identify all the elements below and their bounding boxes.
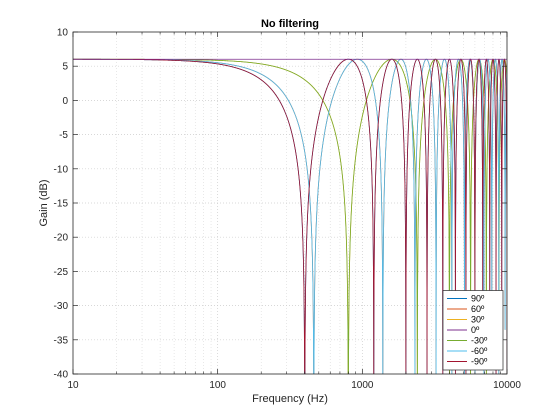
legend-entry: -90º — [471, 357, 488, 367]
chart-title: No filtering — [261, 18, 319, 30]
y-tick-label: 10 — [57, 28, 69, 39]
plot-area: 10 100 1000 10000 10 5 0 -5 -10 -15 -20 -25 -30 -35 -4… — [54, 28, 522, 392]
y-tick-label: -20 — [54, 233, 69, 244]
y-tick-label: -40 — [54, 370, 69, 381]
series-layer — [73, 58, 507, 374]
x-tick-label: 1000 — [351, 380, 374, 391]
legend-entry: 0º — [471, 325, 480, 335]
ticks: 10 100 1000 10000 10 5 0 -5 -10 -15 -20 -25 -30 -35 -4… — [54, 28, 522, 392]
y-tick-label: -35 — [54, 335, 69, 346]
legend-entry: 90º — [471, 294, 485, 304]
y-axis-label: Gain (dB) — [38, 179, 50, 226]
y-tick-label: 5 — [62, 62, 68, 73]
x-tick-label: 10000 — [493, 380, 521, 391]
y-tick-label: -25 — [54, 267, 69, 278]
x-tick-label: 100 — [209, 380, 226, 391]
x-tick-label: 10 — [67, 380, 79, 391]
y-tick-label: -10 — [54, 164, 69, 175]
y-tick-label: -5 — [59, 130, 68, 141]
legend-entry: -60º — [471, 346, 488, 356]
y-tick-label: 0 — [62, 96, 68, 107]
x-axis-label: Frequency (Hz) — [252, 393, 328, 405]
series-line — [73, 58, 507, 374]
legend-entry: 60º — [471, 304, 485, 314]
y-tick-label: -15 — [54, 199, 69, 210]
legend-entry: 30º — [471, 315, 485, 325]
y-tick-label: -30 — [54, 301, 69, 312]
legend-entry: -30º — [471, 336, 488, 346]
